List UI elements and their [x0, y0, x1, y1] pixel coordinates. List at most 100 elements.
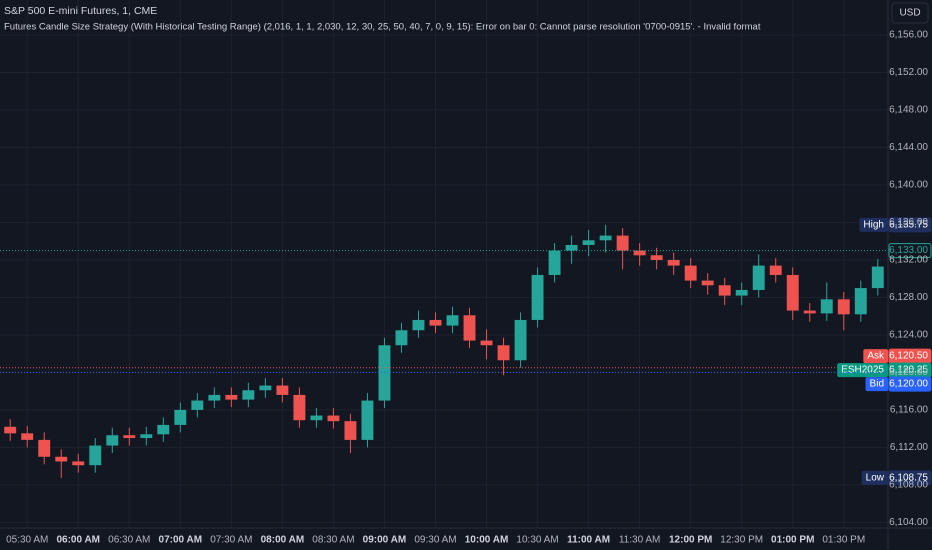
y-tick-label: 6,112.00 [890, 442, 929, 453]
y-tick-label: 6,144.00 [889, 142, 928, 153]
candle-body [769, 265, 782, 275]
y-tick-label: 6,148.00 [889, 105, 928, 116]
y-tick-label: 6,104.00 [889, 517, 928, 528]
candle-body [327, 415, 340, 422]
y-tick-label: 6,120.00 [889, 367, 928, 378]
price-tag-name-box [859, 217, 888, 232]
candle-body [55, 456, 68, 462]
x-tick-label: 01:30 PM [822, 535, 865, 546]
candle-body [106, 435, 119, 446]
candle-body [89, 445, 102, 466]
x-tick-label: 11:30 AM [619, 535, 661, 546]
y-tick-label: 6,156.00 [889, 30, 928, 41]
candle-body [480, 340, 493, 346]
price-tag-name-box [837, 363, 888, 378]
price-tag-name: ESH2025 [841, 365, 884, 376]
price-tag-box [888, 217, 932, 233]
candle-body [72, 461, 85, 466]
price-tag-box [888, 376, 932, 392]
candle-body [344, 421, 357, 440]
candle-body [140, 434, 153, 439]
candle-body [123, 435, 136, 439]
chart-title: S&P 500 E-mini Futures, 1, CME [4, 5, 157, 17]
candle-body [4, 426, 17, 434]
x-tick-label: 07:30 AM [210, 535, 252, 546]
x-tick-label: 01:00 PM [771, 535, 814, 546]
price-tag-value: 6,108.75 [889, 473, 928, 484]
x-tick-label: 08:00 AM [261, 535, 305, 546]
candle-body [446, 315, 459, 326]
x-tick-label: 05:30 AM [6, 535, 48, 546]
candle-body [21, 433, 34, 440]
y-tick-label: 6,116.00 [890, 405, 929, 416]
candle-body [599, 235, 612, 241]
x-tick-label: 06:30 AM [108, 535, 150, 546]
candle-body [225, 394, 238, 400]
x-tick-label: 08:30 AM [312, 535, 354, 546]
candle-body [548, 250, 561, 275]
price-tag-name: Bid [870, 379, 884, 390]
price-tag-value: 6,120.00 [889, 379, 928, 390]
x-tick-label: 10:30 AM [516, 535, 558, 546]
candle-body [854, 288, 867, 315]
candle-body [667, 259, 680, 266]
candle-body [497, 345, 510, 361]
candle-body [208, 394, 221, 401]
candle-body [293, 394, 306, 421]
price-tag-value: 6,120.25 [889, 365, 928, 376]
x-tick-label: 09:00 AM [363, 535, 407, 546]
candle-body [429, 319, 442, 326]
candle-body [361, 400, 374, 440]
x-tick-label: 07:00 AM [159, 535, 203, 546]
candle-body [803, 310, 816, 314]
x-tick-label: 06:00 AM [56, 535, 100, 546]
candle-body [38, 439, 51, 457]
y-tick-label: 6,140.00 [889, 180, 928, 191]
candle-body [820, 299, 833, 314]
price-tag-value: 6,135.75 [889, 219, 928, 230]
y-tick-label: 6,152.00 [889, 67, 928, 78]
candle-body [752, 265, 765, 290]
candle-body [837, 299, 850, 315]
price-tag-value: 6,133.00 [889, 245, 928, 256]
candle-body [701, 280, 714, 286]
currency-label[interactable]: USD [899, 8, 920, 19]
x-tick-label: 09:30 AM [414, 535, 456, 546]
candle-body [735, 289, 748, 296]
y-tick-label: 6,132.00 [889, 255, 928, 266]
candle-body [650, 255, 663, 260]
candle-body [242, 390, 255, 400]
candle-body [463, 315, 476, 341]
candle-body [565, 244, 578, 251]
candle-body [718, 285, 731, 296]
price-tag-name-box [863, 349, 888, 364]
x-tick-label: 10:00 AM [465, 535, 509, 546]
price-tag-name-box [861, 470, 888, 485]
candle-body [412, 319, 425, 331]
candle-body [276, 385, 289, 395]
candle-body [259, 385, 272, 391]
price-tag-name-box [865, 377, 888, 392]
y-tick-label: 6,108.00 [889, 480, 928, 491]
price-tag-name: High [863, 219, 884, 230]
candle-body [514, 319, 527, 361]
candle-body [633, 250, 646, 256]
candle-body [684, 265, 697, 281]
candle-body [395, 330, 408, 346]
candle-body [157, 424, 170, 435]
x-tick-label: 11:00 AM [567, 535, 610, 546]
price-tag-value: 6,120.50 [889, 351, 928, 362]
candle-body [531, 274, 544, 320]
candle-body [786, 274, 799, 311]
price-tag-box [888, 243, 932, 259]
price-tag-box [888, 470, 932, 486]
y-tick-label: 6,136.00 [889, 217, 928, 228]
candle-body [310, 415, 323, 421]
candle-body [174, 409, 187, 425]
currency-button[interactable] [891, 2, 929, 24]
candle-body [582, 240, 595, 245]
x-tick-label: 12:30 PM [720, 535, 763, 546]
y-tick-label: 6,124.00 [889, 330, 928, 341]
